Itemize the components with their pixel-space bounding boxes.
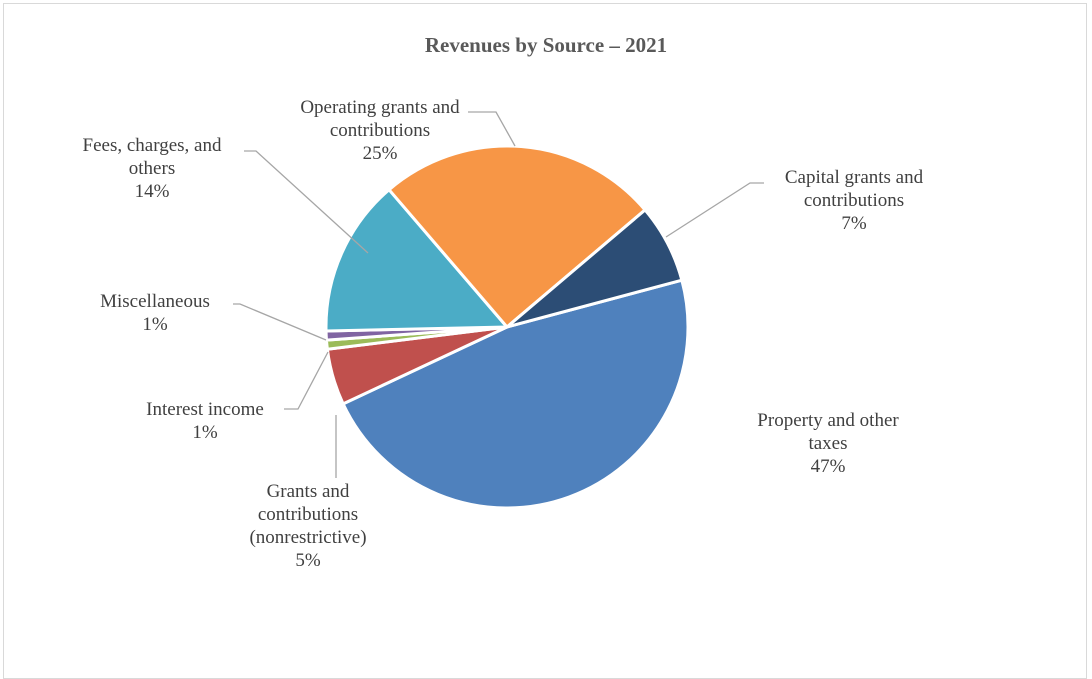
data-label-line: 47% [811,456,846,477]
data-label: Operating grants and contributions 25% [300,97,460,164]
leader-line [244,150,369,254]
data-label-line: Capital grants and [785,167,924,188]
data-label-line: Grants and [267,481,350,502]
data-label: Miscellaneous 1% [100,291,210,335]
data-label-line: 7% [841,213,867,234]
data-label-line: 1% [192,422,218,443]
leader-line [233,303,327,341]
data-label: Interest income 1% [146,399,264,443]
data-label-line: Property and other [757,410,899,431]
data-label-line: Fees, charges, and [83,135,222,156]
leader-lines [233,111,764,478]
pie-slice-property-and-other-taxes [341,278,690,510]
data-label-line: contributions [330,120,430,141]
chart-title: Revenues by Source – 2021 [425,33,667,57]
leader-line [665,182,764,238]
data-label-line: Operating grants and [300,97,460,118]
pie-slices [324,144,690,510]
pie-slice-fees-charges-and-others [324,188,509,333]
data-label-line: 14% [135,181,170,202]
leader-line [284,351,329,410]
data-label: Fees, charges, and others 14% [83,135,222,202]
data-label: Grants and contributions (nonrestrictive) 5… [249,481,366,571]
data-label: Capital grants and contributions 7% [785,167,924,234]
data-label-line: taxes [808,433,847,454]
data-label-line: others [129,158,175,179]
data-label: Property and other taxes 47% [757,410,899,477]
data-label-line: contributions [804,190,904,211]
data-label-line: (nonrestrictive) [249,527,366,548]
data-labels: Property and other taxes 47%Grants and cont… [83,97,924,571]
leader-line [468,111,516,147]
pie-slice-operating-grants-and-contributions [387,144,647,329]
data-label-line: 5% [295,550,321,571]
data-label-line: contributions [258,504,358,525]
data-label-line: Miscellaneous [100,291,210,312]
data-label-line: 1% [142,314,168,335]
data-label-line: Interest income [146,399,264,420]
pie-slice-capital-grants-and-contributions [505,208,684,329]
data-label-line: 25% [363,143,398,164]
